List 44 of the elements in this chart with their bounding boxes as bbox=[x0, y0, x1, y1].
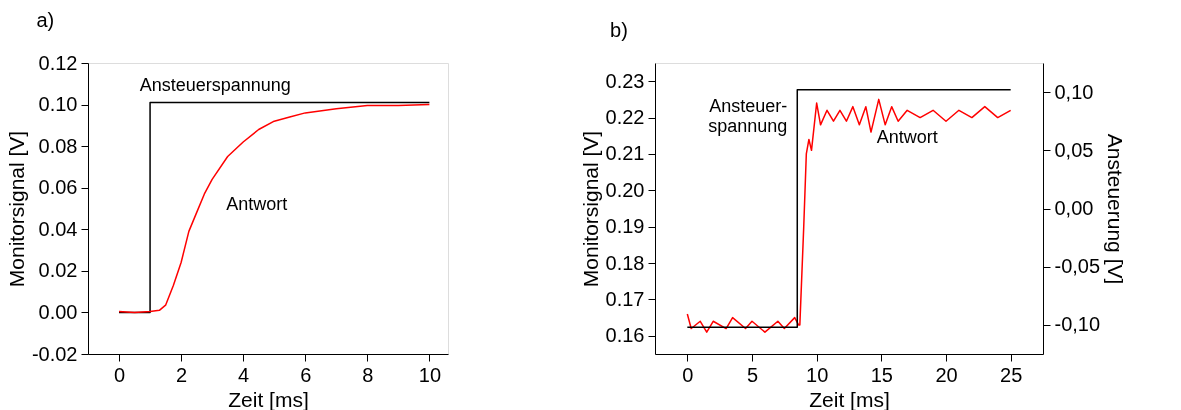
x-tick-label: 15 bbox=[870, 363, 893, 386]
y-tick-label: 0.04 bbox=[38, 217, 78, 240]
y-tick-label: 0.06 bbox=[38, 176, 78, 199]
chart-title: b) bbox=[610, 19, 628, 41]
chart-title: a) bbox=[36, 9, 55, 31]
y-tick-label: 0.23 bbox=[605, 69, 645, 92]
y-tick-label: 0.20 bbox=[605, 178, 645, 201]
x-tick-label: 10 bbox=[806, 363, 829, 386]
x-tick-label: 20 bbox=[935, 363, 958, 386]
x-tick-label: 0 bbox=[682, 363, 694, 386]
x-tick-label: 6 bbox=[300, 363, 312, 386]
annotation: Ansteuerspannung bbox=[139, 75, 291, 96]
y-tick-label: 0.02 bbox=[38, 259, 78, 282]
x-tick-label: 25 bbox=[1000, 363, 1023, 386]
y-tick-label: 0.22 bbox=[605, 106, 645, 129]
y-tick-label: 0.19 bbox=[605, 215, 645, 238]
x-tick-label: 5 bbox=[746, 363, 759, 386]
y2-tick-label: 0,05 bbox=[1054, 138, 1094, 161]
annotation: Ansteuer- spannung bbox=[708, 95, 788, 136]
x-tick-label: 8 bbox=[362, 363, 374, 386]
y2-tick-label: -0,10 bbox=[1054, 313, 1101, 336]
x-tick-label: 10 bbox=[418, 363, 441, 386]
y2-tick-label: 0,10 bbox=[1054, 80, 1094, 103]
y-tick-label: 0.00 bbox=[38, 300, 78, 323]
y2-tick-label: 0,00 bbox=[1054, 197, 1094, 219]
y-tick-label: 0.16 bbox=[605, 324, 645, 347]
annotation: Antwort bbox=[226, 194, 288, 215]
y-tick-label: 0.18 bbox=[605, 251, 645, 274]
y-tick-label: -0.02 bbox=[31, 342, 78, 365]
x-tick-label: 2 bbox=[176, 363, 188, 386]
y-axis-title: Monitorsignal [V] bbox=[578, 130, 602, 288]
y-tick-label: 0.21 bbox=[605, 142, 645, 165]
x-tick-label: 4 bbox=[238, 363, 250, 386]
y2-axis-title: Ansteuerung [V] bbox=[1104, 133, 1128, 285]
x-axis-title: Zeit [ms] bbox=[228, 387, 309, 410]
y-tick-label: 0.10 bbox=[38, 93, 78, 116]
annotation: Antwort bbox=[876, 127, 938, 148]
x-tick-label: 0 bbox=[113, 363, 126, 386]
y2-tick-label: -0,05 bbox=[1054, 255, 1101, 278]
y-tick-label: 0.12 bbox=[38, 51, 78, 74]
y-axis-title: Monitorsignal [V] bbox=[4, 130, 28, 288]
y-tick-label: 0.17 bbox=[605, 287, 645, 310]
y-tick-label: 0.08 bbox=[38, 134, 78, 157]
x-axis-title: Zeit [ms] bbox=[809, 387, 890, 410]
